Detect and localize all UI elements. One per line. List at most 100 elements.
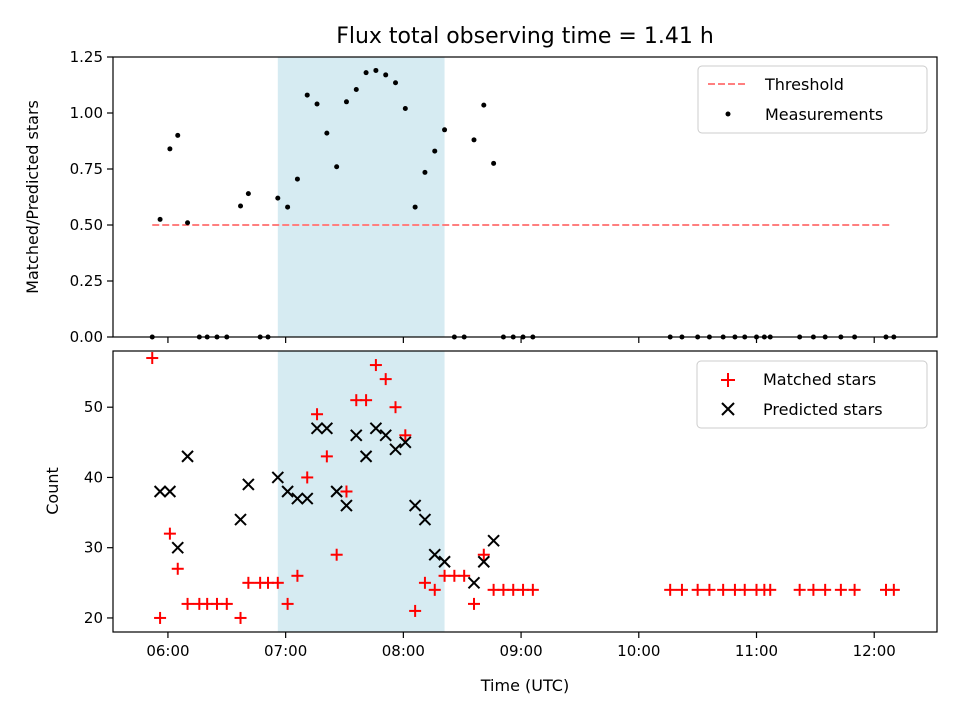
matched-star-point [819,583,832,596]
measurement-point [373,67,379,73]
matched-star-point [458,569,471,582]
predicted-star-point [301,492,314,505]
bottom-y-ticks: 20 30 40 50 [84,398,113,627]
matched-star-point [291,569,304,582]
matched-star-point [234,611,247,624]
y-tick-label: 0.75 [70,160,103,178]
legend-measurements-label: Measurements [765,105,883,124]
matched-star-point [428,583,441,596]
measurement-point [363,70,369,76]
measurement-point [343,99,349,105]
top-y-ticks: 0.00 0.25 0.50 0.75 1.00 1.25 [70,48,113,346]
legend-threshold-label: Threshold [764,75,844,94]
measurement-point [175,132,181,138]
measurement-point [442,127,448,133]
top-panel: 0.00 0.25 0.50 0.75 1.00 1.25 Flux total obse… [23,24,938,346]
matched-star-point [301,471,314,484]
matched-star-point [664,583,677,596]
x-axis-label: Time (UTC) [480,676,569,695]
measurement-point [294,176,300,182]
predicted-star-point [359,450,373,463]
matched-star-point [146,352,159,365]
x-tick-label: 09:00 [499,642,542,660]
matched-star-point [675,583,688,596]
measurement-point [422,169,428,175]
matched-star-point [171,562,184,575]
bottom-y-axis-label: Count [43,467,62,515]
measurement-point [314,101,320,107]
predicted-star-point [350,429,363,442]
matched-star-point [369,359,382,372]
y-tick-label: 0.25 [70,272,103,290]
matched-star-point [738,583,751,596]
measurement-point [157,216,163,222]
x-tick-label: 07:00 [264,642,307,660]
measurement-point [334,164,340,170]
predicted-star-point [389,443,402,456]
legend-predicted-label: Predicted stars [763,400,883,419]
matched-star-point [154,611,167,624]
measurement-point [432,148,438,154]
matched-star-point [163,527,176,540]
measurement-point [481,102,487,108]
bottom-axes-frame [112,350,938,633]
predicted-star-point [408,499,422,512]
top-x-ticks [167,337,875,343]
predicted-star-point [379,429,392,442]
predicted-star-point [234,513,247,526]
matched-star-point [887,583,900,596]
matched-star-point [330,548,343,561]
top-y-axis-label: Matched/Predicted stars [23,100,42,294]
matched-star-point [477,548,490,561]
measurement-point [324,130,330,136]
bottom-legend-box [696,360,928,429]
predicted-star-point [320,422,334,435]
predicted-star-point [310,422,324,435]
predicted-star-point [171,541,184,554]
matched-star-point [311,408,324,421]
top-shaded-region [277,57,445,337]
measurement-point [185,220,191,226]
matched-star-point [181,597,194,610]
predicted-star-point [418,513,432,526]
predicted-star-point [487,534,500,547]
predicted-star-point [291,492,304,505]
matched-star-point [320,450,333,463]
predicted-star-point [281,485,294,498]
y-tick-label: 1.00 [70,104,103,122]
measurement-point [412,204,418,210]
matched-star-point [703,583,716,596]
matched-star-point [271,576,284,589]
legend-measurements-swatch [725,111,731,117]
predicted-star-point [242,478,255,491]
predicted-star-point [438,555,451,568]
y-tick-label: 0.50 [70,216,103,234]
predicted-star-point [330,485,343,498]
matched-star-point [389,401,402,414]
predicted-star-point [271,471,285,484]
measurement-point [245,191,251,197]
matched-star-point [834,583,847,596]
measurement-point [238,203,244,209]
predicted-star-point [369,422,383,435]
x-tick-label: 12:00 [853,642,896,660]
bottom-panel: 20 30 40 50 06:00 07:00 08:00 09:00 10:00 11:00 1… [43,350,938,695]
predicted-star-point [399,436,412,449]
measurement-point [275,195,281,201]
x-tick-label: 10:00 [617,642,660,660]
y-tick-label: 40 [84,468,103,486]
matched-star-point [418,576,431,589]
x-tick-label: 08:00 [382,642,425,660]
bottom-legend: Matched stars Predicted stars [696,360,928,429]
predicted-star-point [181,450,194,463]
matched-star-point [242,576,255,589]
measurement-point [167,146,173,152]
predicted-star-point [477,555,491,568]
matched-star-point [281,597,294,610]
matched-star-point [379,373,392,386]
legend-matched-swatch [721,373,735,387]
matched-star-point [848,583,861,596]
matched-star-point [409,604,422,617]
legend-matched-label: Matched stars [763,370,876,389]
